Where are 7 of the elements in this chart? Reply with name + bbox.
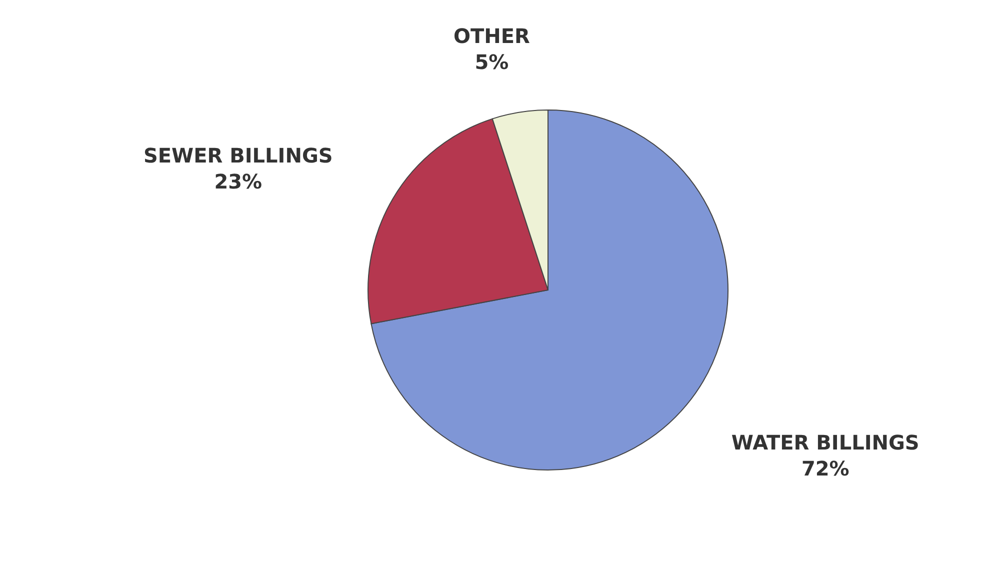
slice-label: OTHER <box>453 24 530 48</box>
slice-label: WATER BILLINGS <box>731 430 920 454</box>
data-label: 23% <box>214 170 262 194</box>
slice-label: SEWER BILLINGS <box>143 144 333 168</box>
data-label: 72% <box>801 456 850 480</box>
data-label: 5% <box>474 50 509 74</box>
pie-slice <box>370 110 728 470</box>
